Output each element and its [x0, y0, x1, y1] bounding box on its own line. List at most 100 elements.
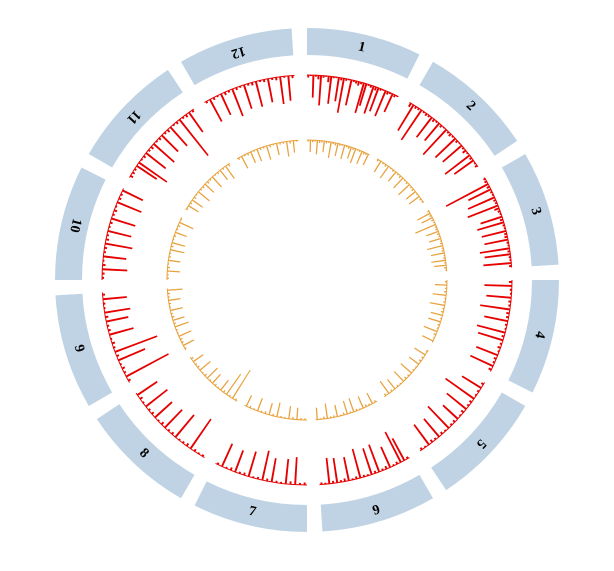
- inner-track-bar: [307, 140, 308, 142]
- outer-track-bar: [221, 443, 233, 467]
- inner-track-bar: [232, 370, 251, 399]
- outer-track-bar: [507, 250, 510, 252]
- inner-track-bar: [363, 152, 365, 155]
- outer-track-bar: [509, 265, 512, 267]
- inner-track-bar: [168, 298, 180, 301]
- outer-track-bar: [484, 253, 510, 258]
- inner-track-bar: [226, 374, 241, 395]
- outer-track-bar: [484, 284, 512, 287]
- outer-track-bar: [435, 138, 456, 158]
- outer-track-bar: [323, 76, 325, 78]
- inner-track-bar: [409, 357, 419, 365]
- outer-track-bar: [102, 264, 105, 266]
- outer-track-bar: [397, 104, 414, 131]
- inner-track-bar: [167, 278, 169, 279]
- outer-track-bar: [126, 353, 169, 377]
- inner-track-bar: [437, 233, 440, 235]
- inner-track-bar: [175, 232, 187, 237]
- inner-track-bar: [428, 318, 441, 323]
- inner-track-bar: [431, 312, 443, 316]
- inner-track-bar: [289, 141, 291, 144]
- inner-track-bar: [283, 142, 285, 144]
- outer-track-bar: [111, 218, 135, 227]
- inner-track-bar: [340, 145, 345, 159]
- inner-track-bar: [193, 354, 203, 362]
- outer-track-bar: [106, 316, 128, 322]
- outer-track-bar: [161, 135, 179, 153]
- outer-track-bar: [497, 346, 500, 349]
- inner-track-baseline-8: [190, 357, 237, 401]
- inner-track-bar: [415, 224, 436, 234]
- outer-track-bar: [334, 77, 340, 101]
- inner-track-bar: [310, 140, 312, 152]
- outer-track-bar: [384, 93, 394, 112]
- inner-track-bar: [400, 363, 412, 374]
- outer-track-bar: [504, 233, 507, 235]
- outer-track-bar: [285, 459, 289, 484]
- outer-track-bar: [110, 222, 113, 225]
- outer-track-bar: [280, 482, 282, 484]
- inner-track-bar: [427, 245, 443, 250]
- outer-track: [102, 75, 512, 485]
- inner-track-bar: [343, 413, 345, 416]
- outer-track-bar: [317, 75, 319, 79]
- outer-track-bar: [287, 76, 291, 101]
- outer-track-bar: [506, 242, 508, 244]
- outer-track-bar: [482, 230, 507, 238]
- inner-track-bar: [347, 147, 352, 159]
- inner-track-bar: [409, 196, 420, 205]
- outer-track-bar: [357, 81, 360, 85]
- inner-track-bar: [431, 252, 445, 256]
- outer-track-bar: [108, 230, 132, 238]
- outer-track-bar: [112, 342, 115, 345]
- outer-track-bar: [505, 324, 507, 326]
- outer-track-bar: [179, 119, 209, 156]
- outer-track-bar: [480, 304, 510, 310]
- inner-track-bar: [220, 170, 228, 180]
- inner-track-bar: [387, 379, 396, 389]
- outer-track-bar: [106, 238, 109, 241]
- outer-track-bar: [102, 273, 105, 275]
- inner-track-bar: [374, 161, 382, 173]
- outer-track-baseline-7: [216, 463, 307, 485]
- inner-track-bar: [188, 205, 199, 212]
- inner-track-bar: [265, 411, 267, 414]
- outer-track-bar: [154, 401, 172, 418]
- outer-track-bar: [462, 375, 482, 388]
- inner-track-bar: [300, 418, 301, 420]
- inner-track-bar: [220, 380, 229, 391]
- outer-track-bar: [345, 80, 352, 106]
- outer-track-bar: [510, 289, 512, 291]
- inner-track-bar: [293, 141, 295, 153]
- outer-track-bar: [175, 414, 195, 437]
- outer-track-bar: [102, 268, 127, 271]
- outer-track-bar: [103, 296, 127, 300]
- outer-track-bar: [275, 481, 277, 483]
- inner-track-bar: [250, 152, 256, 164]
- inner-track-bar: [348, 146, 350, 149]
- inner-track-bar: [356, 151, 363, 164]
- outer-track-bar: [310, 75, 312, 76]
- outer-track-bar: [115, 335, 158, 352]
- inner-track-bar: [424, 326, 438, 332]
- outer-track-bar: [508, 304, 510, 306]
- outer-track-bar: [103, 260, 105, 262]
- outer-track-bar: [483, 262, 511, 266]
- inner-track-bar: [168, 260, 180, 263]
- outer-track-bar: [122, 190, 143, 202]
- outer-track-bar: [267, 79, 273, 103]
- outer-track-bar: [326, 458, 331, 484]
- inner-track-bar: [168, 296, 170, 298]
- inner-track-bar: [431, 260, 445, 263]
- outer-track-bar: [107, 234, 109, 236]
- inner-track-bar: [445, 281, 447, 282]
- outer-track-bar: [315, 75, 317, 77]
- inner-track-bar: [173, 316, 185, 321]
- outer-track-bar: [312, 75, 315, 98]
- outer-track-bar: [104, 308, 130, 314]
- outer-track-bar: [509, 281, 512, 283]
- outer-track-bar: [343, 457, 350, 481]
- inner-track-bar: [198, 191, 210, 201]
- inner-track-bar: [406, 191, 416, 200]
- inner-track-bar: [257, 398, 263, 411]
